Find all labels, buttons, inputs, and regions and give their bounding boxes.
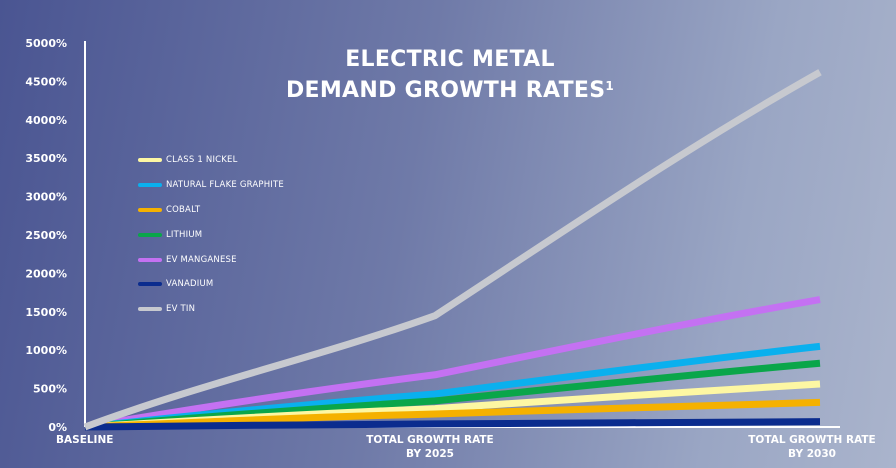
chart-title-line2-text: DEMAND GROWTH RATES	[285, 78, 606, 103]
legend-swatch	[138, 232, 162, 237]
y-tick-label: 2500%	[25, 229, 67, 242]
y-tick-label: 2000%	[25, 267, 67, 280]
y-tick-label: 4000%	[25, 114, 67, 127]
y-tick-label: 4500%	[25, 75, 67, 88]
legend-swatch	[138, 207, 162, 212]
y-tick-label: 3000%	[25, 191, 67, 204]
series-line-ev-manganese	[84, 296, 821, 431]
legend-swatch	[138, 158, 162, 163]
legend-item-ev-tin: EV TIN	[138, 297, 284, 322]
legend-item-lithium: LITHIUM	[138, 222, 284, 247]
legend-swatch	[138, 183, 162, 188]
y-tick-label: 3500%	[25, 152, 67, 165]
legend-label: CLASS 1 NICKEL	[166, 155, 238, 166]
legend-label: EV TIN	[166, 304, 196, 315]
legend-item-natural-flake-graphite: NATURAL FLAKE GRAPHITE	[138, 173, 284, 198]
legend-label: COBALT	[166, 204, 201, 215]
legend-label: NATURAL FLAKE GRAPHITE	[166, 180, 284, 191]
legend-swatch	[138, 257, 162, 262]
x-tick-label: TOTAL GROWTH RATE	[366, 434, 493, 446]
chart-title: ELECTRIC METAL DEMAND GROWTH RATES1	[250, 44, 650, 106]
legend-label: VANADIUM	[166, 279, 214, 290]
legend-item-ev-manganese: EV MANGANESE	[138, 247, 284, 272]
chart-legend: CLASS 1 NICKEL NATURAL FLAKE GRAPHITE COBA…	[138, 148, 284, 322]
legend-swatch	[138, 307, 162, 312]
series-line-cobalt	[84, 398, 821, 431]
chart-title-line2: DEMAND GROWTH RATES1	[250, 75, 650, 106]
series-line-ev-tin	[83, 69, 822, 431]
chart-title-footnote: 1	[605, 79, 615, 93]
x-tick-label: BY 2030	[788, 448, 836, 460]
y-tick-label: 1000%	[25, 344, 67, 357]
legend-item-cobalt: COBALT	[138, 198, 284, 223]
y-tick-label: 0%	[48, 421, 67, 434]
series-line-vanadium	[84, 418, 821, 431]
legend-item-class-1-nickel: CLASS 1 NICKEL	[138, 148, 284, 173]
legend-label: LITHIUM	[166, 229, 203, 240]
chart-title-line1: ELECTRIC METAL	[345, 47, 555, 72]
x-tick-label: BASELINE	[56, 434, 113, 446]
legend-swatch	[138, 282, 162, 287]
y-tick-label: 5000%	[25, 37, 67, 50]
legend-item-vanadium: VANADIUM	[138, 272, 284, 297]
x-tick-label: TOTAL GROWTH RATE	[748, 434, 875, 446]
x-tick-label: BY 2025	[406, 448, 454, 460]
y-tick-label: 1500%	[25, 306, 67, 319]
y-tick-label: 500%	[33, 383, 67, 396]
legend-label: EV MANGANESE	[166, 254, 237, 265]
